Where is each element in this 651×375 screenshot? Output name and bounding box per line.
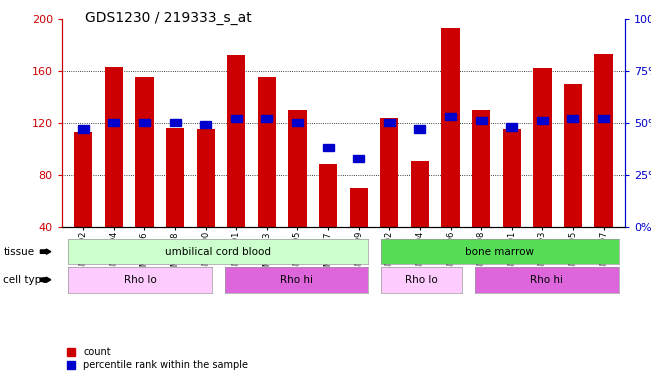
Bar	[415, 126, 425, 133]
Bar	[506, 123, 518, 130]
Bar	[441, 28, 460, 227]
Bar	[288, 110, 307, 227]
Bar	[380, 118, 398, 227]
Bar	[135, 77, 154, 227]
Bar	[445, 113, 456, 120]
Bar	[292, 119, 303, 126]
Bar	[166, 128, 184, 227]
Bar	[139, 119, 150, 126]
Text: Rho lo: Rho lo	[405, 275, 438, 285]
Bar	[503, 129, 521, 227]
Bar	[568, 115, 579, 122]
Bar	[598, 115, 609, 122]
Text: Rho hi: Rho hi	[280, 275, 313, 285]
Text: cell type: cell type	[3, 275, 48, 285]
Bar	[105, 67, 123, 227]
Bar	[74, 132, 92, 227]
Bar	[197, 129, 215, 227]
Bar	[323, 144, 333, 152]
Bar	[230, 115, 242, 122]
Bar	[476, 117, 487, 124]
Bar	[258, 77, 276, 227]
Bar	[533, 68, 551, 227]
Bar	[262, 115, 272, 122]
Bar	[472, 110, 490, 227]
Bar	[411, 160, 429, 227]
Bar	[350, 188, 368, 227]
Text: tissue: tissue	[3, 247, 35, 256]
Legend: count, percentile rank within the sample: count, percentile rank within the sample	[66, 347, 248, 370]
Bar	[319, 164, 337, 227]
Text: bone marrow: bone marrow	[465, 247, 534, 256]
Text: umbilical cord blood: umbilical cord blood	[165, 247, 271, 256]
Text: Rho lo: Rho lo	[124, 275, 156, 285]
Bar	[108, 119, 119, 126]
Bar	[564, 84, 582, 227]
Bar	[169, 119, 180, 126]
Bar	[227, 55, 245, 227]
Text: Rho hi: Rho hi	[531, 275, 563, 285]
Bar	[537, 117, 548, 124]
Text: GDS1230 / 219333_s_at: GDS1230 / 219333_s_at	[85, 11, 251, 25]
Bar	[200, 122, 211, 129]
Bar	[594, 54, 613, 227]
Bar	[353, 154, 364, 162]
Bar	[384, 119, 395, 126]
Bar	[77, 126, 89, 133]
